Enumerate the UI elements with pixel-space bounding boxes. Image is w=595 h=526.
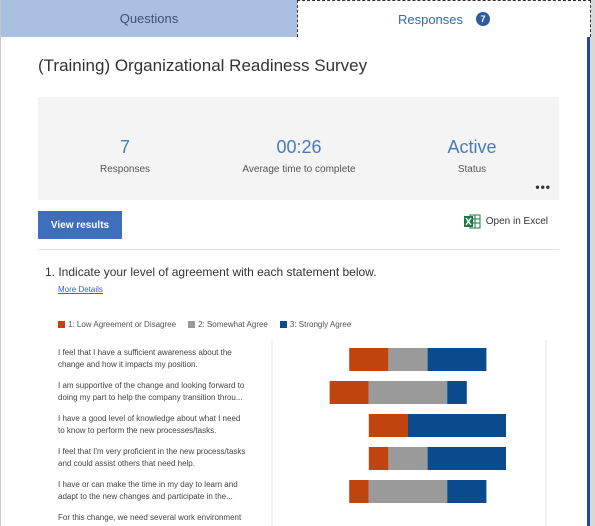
legend-label-low: 1: Low Agreement or Disagree <box>68 320 177 329</box>
stat-responses: 7 Responses <box>45 137 205 175</box>
statement-item: I feel that I'm very proficient in the n… <box>58 446 268 479</box>
legend-label-strongly: 3: Strongly Agree <box>289 320 352 329</box>
question-text: 1. Indicate your level of agreement with… <box>45 265 377 279</box>
stat-average-time: 00:26 Average time to complete <box>219 137 379 175</box>
statement-item: I have or can make the time in my day to… <box>58 479 268 512</box>
status-value: Active <box>447 137 497 157</box>
open-in-excel-link[interactable]: Open in Excel <box>463 214 548 229</box>
statement-line: I am supportive of the change and lookin… <box>58 381 245 390</box>
bar-segment-somewhat <box>368 381 448 404</box>
legend-swatch-somewhat <box>188 321 196 328</box>
statement-line: doing my part to help the company transi… <box>58 393 243 402</box>
statement-line: For this change, we need several work en… <box>58 513 242 522</box>
statement-item: I have a good level of knowledge about w… <box>58 413 268 446</box>
section-divider <box>38 249 559 250</box>
responses-label: Responses <box>99 164 151 175</box>
statement-line: to know to perform the new processes/tas… <box>58 426 217 435</box>
open-in-excel-label: Open in Excel <box>485 216 548 227</box>
chart-legend: 1: Low Agreement or Disagree 2: Somewhat… <box>58 320 363 329</box>
status-label: Status <box>457 164 487 175</box>
bar-segment-low <box>368 414 408 437</box>
average-time-value: 00:26 <box>276 137 322 157</box>
tab-questions-label: Questions <box>119 10 179 26</box>
legend-label-somewhat: 2: Somewhat Agree <box>198 320 268 329</box>
bar-segment-strongly <box>408 414 506 437</box>
legend-swatch-strongly <box>279 321 287 328</box>
view-results-button[interactable]: View results <box>38 211 122 239</box>
responses-count-badge: 7 <box>476 12 491 26</box>
tab-bar: Questions Responses 7 <box>1 0 591 37</box>
statement-line: I feel that I'm very proficient in the n… <box>58 447 246 456</box>
diverging-bar-chart <box>271 340 547 526</box>
tab-questions[interactable]: Questions <box>1 0 297 37</box>
summary-panel: 7 Responses 00:26 Average time to comple… <box>38 97 559 200</box>
bar-segment-low <box>349 348 389 371</box>
bar-segment-somewhat <box>368 480 448 503</box>
tab-responses[interactable]: Responses 7 <box>297 0 591 37</box>
survey-title: (Training) Organizational Readiness Surv… <box>38 56 368 75</box>
statement-line: adapt to the new changes and participate… <box>58 492 233 501</box>
statement-line: change and how it impacts my position. <box>58 360 198 369</box>
more-details-link[interactable]: More Details <box>58 285 103 294</box>
statement-item: I am supportive of the change and lookin… <box>58 380 268 413</box>
statement-line: I have a good level of knowledge about w… <box>58 414 241 423</box>
bar-segment-strongly <box>447 381 467 404</box>
statement-item: I feel that I have a sufficient awarenes… <box>58 347 268 380</box>
bar-segment-low <box>368 447 389 470</box>
tab-responses-label: Responses <box>397 11 464 27</box>
legend-item-low: 1: Low Agreement or Disagree <box>58 320 176 329</box>
bar-segment-somewhat <box>388 447 428 470</box>
ellipsis-icon[interactable]: ••• <box>535 180 551 194</box>
bar-segment-strongly <box>427 348 487 371</box>
legend-item-somewhat: 2: Somewhat Agree <box>188 320 268 329</box>
bar-segment-low <box>349 480 369 503</box>
legend-item-strongly: 3: Strongly Agree <box>279 320 352 329</box>
stat-status: Active Status <box>392 137 552 175</box>
average-time-label: Average time to complete <box>242 164 356 175</box>
statement-line: I have or can make the time in my day to… <box>58 480 238 489</box>
statement-list: I feel that I have a sufficient awarenes… <box>58 347 268 526</box>
legend-swatch-low <box>58 321 65 328</box>
statement-item: For this change, we need several work en… <box>58 512 268 526</box>
responses-value: 7 <box>119 137 130 157</box>
statement-line: I feel that I have a sufficient awarenes… <box>58 348 232 357</box>
bar-segment-strongly <box>427 447 506 470</box>
excel-icon <box>463 214 481 229</box>
bar-segment-low <box>329 381 369 404</box>
statement-line: and could assist others that need help. <box>58 459 195 468</box>
bar-segment-strongly <box>447 480 487 503</box>
bar-segment-somewhat <box>388 348 428 371</box>
